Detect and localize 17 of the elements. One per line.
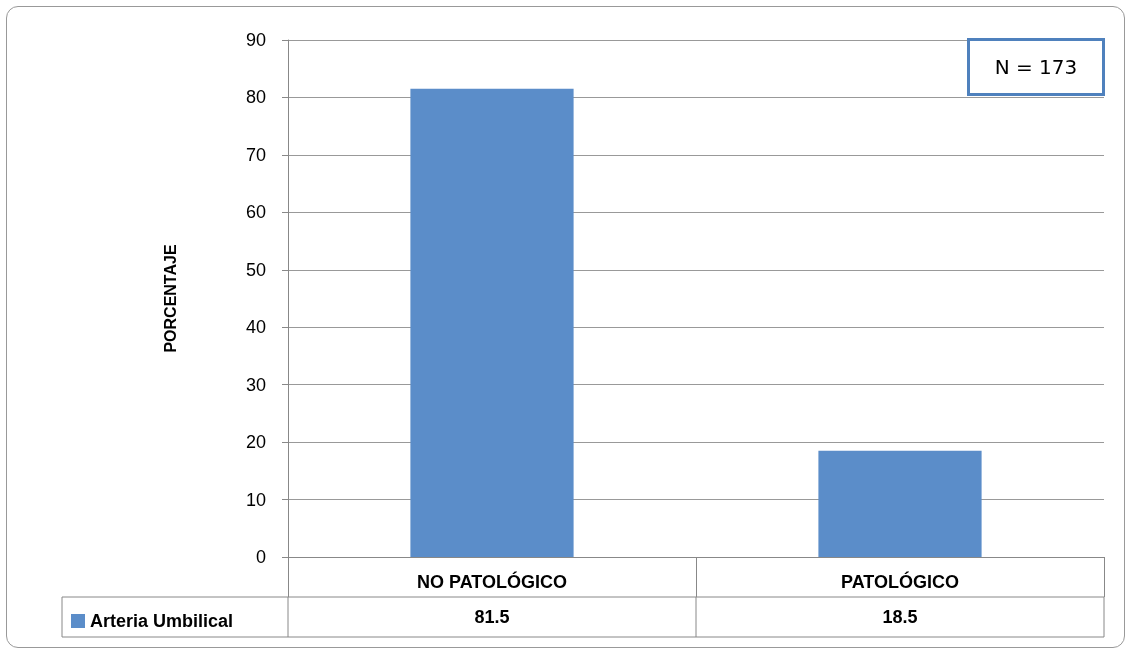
y-tick-label: 50 <box>245 259 266 280</box>
data-label: 81.5 <box>474 607 510 627</box>
data-label: 18.5 <box>882 607 918 627</box>
y-tick-label: 0 <box>255 547 266 567</box>
x-tick-label: PATOLÓGICO <box>840 571 960 592</box>
legend-label: Arteria Umbilical <box>90 611 234 631</box>
y-tick-label: 60 <box>245 202 266 223</box>
annotation: N = 173 <box>967 38 1105 96</box>
y-tick-label: 80 <box>245 87 266 108</box>
y-tick-label: 30 <box>245 374 266 395</box>
y-tick-label: 90 <box>245 30 266 50</box>
y-tick-label: 10 <box>245 489 266 510</box>
y-tick-label: 20 <box>245 432 266 453</box>
y-axis-title: PORCENTAJE <box>161 244 179 353</box>
x-tick-label: NO PATOLÓGICO <box>416 571 568 592</box>
y-tick-label: 70 <box>245 144 266 165</box>
y-tick-label: 40 <box>245 317 266 338</box>
